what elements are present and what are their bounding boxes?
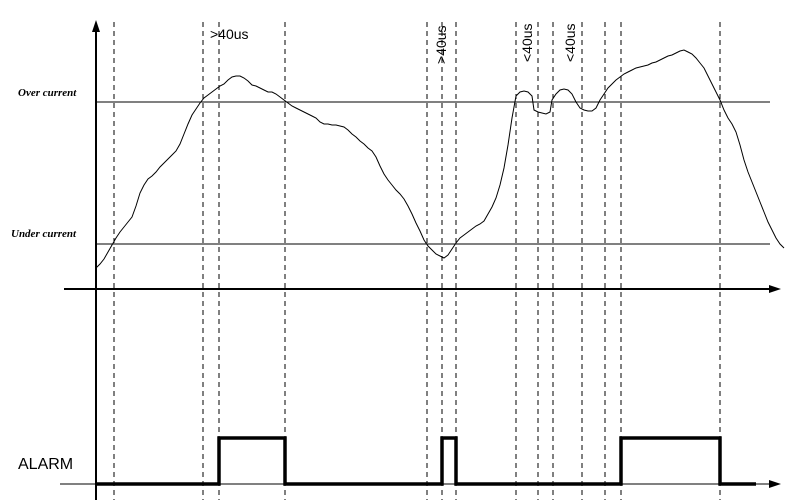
current-time-axis-arrowhead — [769, 285, 781, 293]
duration-annotation: <40us — [562, 23, 578, 62]
alarm-time-axis-arrowhead — [769, 480, 781, 488]
over-current-label: Over current — [18, 87, 77, 99]
timing-markers — [113, 22, 721, 500]
duration-annotation: <40us — [519, 23, 535, 62]
y-axis-arrowhead — [92, 20, 100, 32]
duration-annotation: >40us — [433, 25, 449, 64]
alarm-signal — [96, 436, 756, 486]
alarm-label: ALARM — [18, 456, 73, 473]
current-waveform — [95, 49, 785, 269]
under-current-label: Under current — [11, 228, 77, 240]
axes — [60, 20, 781, 500]
duration-annotation: >40us — [210, 26, 249, 42]
